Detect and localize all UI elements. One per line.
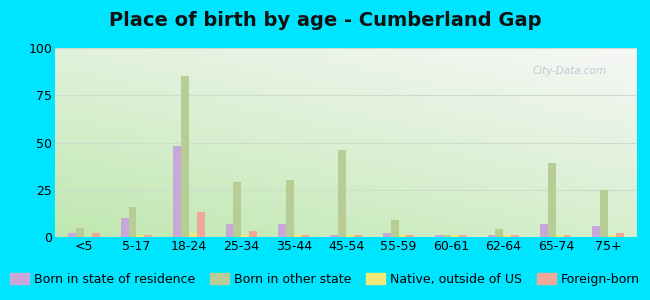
Bar [436, 235, 443, 237]
Bar [495, 230, 503, 237]
Bar [346, 235, 354, 237]
Bar [286, 180, 294, 237]
Bar [556, 235, 564, 237]
Bar [68, 233, 76, 237]
Bar [181, 76, 189, 237]
Bar [302, 235, 309, 237]
Bar [459, 235, 467, 237]
Bar [330, 235, 338, 237]
Bar [503, 235, 511, 237]
Bar [233, 182, 241, 237]
Bar [197, 212, 205, 237]
Bar [592, 226, 601, 237]
Bar [241, 235, 249, 237]
Bar [511, 235, 519, 237]
Bar [540, 224, 548, 237]
Bar [391, 220, 398, 237]
Bar [443, 235, 451, 237]
Bar [173, 146, 181, 237]
Bar [601, 190, 608, 237]
Bar [92, 233, 100, 237]
Bar [76, 227, 84, 237]
Bar [338, 150, 346, 237]
Bar [354, 235, 362, 237]
Bar [608, 235, 616, 237]
Bar [406, 235, 414, 237]
Text: Place of birth by age - Cumberland Gap: Place of birth by age - Cumberland Gap [109, 11, 541, 29]
Bar [548, 163, 556, 237]
Bar [488, 235, 495, 237]
Bar [616, 233, 624, 237]
Bar [294, 235, 302, 237]
Text: City-Data.com: City-Data.com [533, 66, 607, 76]
Bar [383, 233, 391, 237]
Bar [121, 218, 129, 237]
Bar [398, 235, 406, 237]
Bar [564, 235, 571, 237]
Legend: Born in state of residence, Born in other state, Native, outside of US, Foreign-: Born in state of residence, Born in othe… [5, 268, 645, 291]
Bar [136, 235, 144, 237]
Bar [226, 224, 233, 237]
Bar [189, 233, 197, 237]
Bar [278, 224, 286, 237]
Bar [451, 235, 459, 237]
Bar [249, 231, 257, 237]
Bar [144, 235, 152, 237]
Bar [129, 207, 136, 237]
